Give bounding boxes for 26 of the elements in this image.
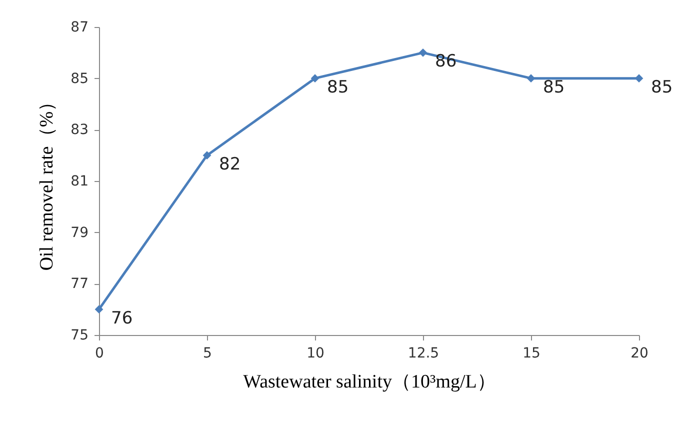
x-tick-label: 12.5 <box>408 346 440 362</box>
y-tick-label: 77 <box>70 276 88 292</box>
y-tick-label: 83 <box>70 122 88 138</box>
data-label: 85 <box>543 77 565 98</box>
data-label: 85 <box>327 77 349 98</box>
y-tick-label: 85 <box>70 70 88 87</box>
x-axis-title: Wastewater salinity（10³mg/L） <box>243 372 496 392</box>
point <box>94 305 104 314</box>
x-tick-label: 15 <box>522 346 540 362</box>
y-axis-title: Oil removel rate（%） <box>36 92 58 271</box>
y-tick-label: 75 <box>70 328 88 344</box>
point <box>634 74 644 83</box>
y-tick-label: 87 <box>70 20 88 36</box>
x-tick-label: 20 <box>630 346 648 362</box>
data-label: 85 <box>651 77 673 98</box>
x-tick-label: 0 <box>95 346 104 362</box>
point <box>310 74 320 83</box>
point <box>526 74 536 83</box>
x-tick-label: 10 <box>306 346 324 362</box>
y-tick-label: 79 <box>70 224 88 241</box>
data-label: 82 <box>219 154 241 174</box>
point <box>418 48 428 57</box>
y-tick-label: 81 <box>70 174 88 190</box>
x-tick-label: 5 <box>203 346 212 362</box>
point <box>202 151 212 160</box>
data-label: 76 <box>111 308 133 328</box>
